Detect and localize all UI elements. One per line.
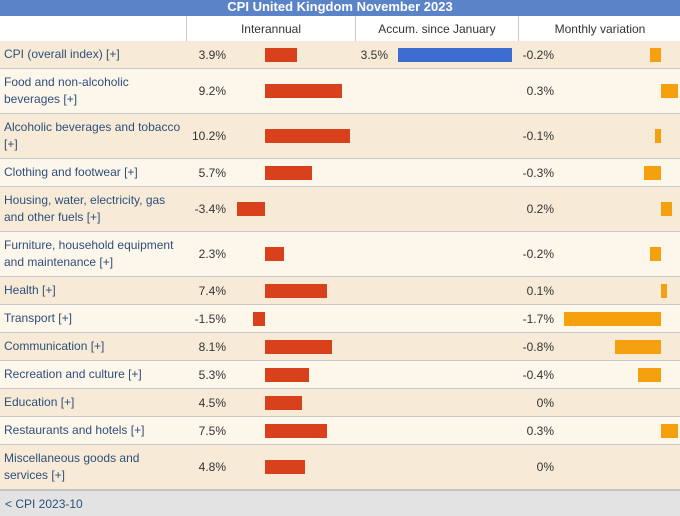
interannual-value: 4.8% — [198, 460, 226, 474]
header-monthly: Monthly variation — [518, 16, 680, 41]
category-link[interactable]: Miscellaneous goods and services [+] — [4, 451, 140, 482]
table-row: Recreation and culture [+] 5.3% -0.4% — [0, 361, 680, 389]
interannual-value: 7.5% — [198, 423, 226, 438]
category-name: Communication [+] — [4, 333, 182, 360]
interannual-bar — [265, 368, 310, 382]
category-link[interactable]: Restaurants and hotels [+] — [4, 423, 145, 437]
interannual-value: 5.3% — [198, 367, 226, 382]
category-name: Education [+] — [4, 389, 182, 416]
category-link[interactable]: Transport [+] — [4, 311, 72, 325]
table-row: Furniture, household equipment and maint… — [0, 232, 680, 277]
monthly-value: 0% — [536, 460, 554, 474]
interannual-bar — [265, 129, 350, 143]
monthly-bar — [615, 340, 661, 354]
interannual-bar — [265, 424, 328, 438]
monthly-bar — [661, 84, 679, 98]
interannual-value: 5.7% — [198, 165, 226, 180]
monthly-value: 0.3% — [526, 84, 554, 98]
monthly-bar — [649, 48, 661, 62]
category-name: Restaurants and hotels [+] — [4, 417, 182, 444]
interannual-bar — [265, 84, 342, 98]
monthly-value: -0.2% — [522, 47, 554, 62]
interannual-bar — [252, 312, 265, 326]
category-name: CPI (overall index) [+] — [4, 41, 182, 68]
interannual-bar — [265, 166, 313, 180]
accum-value: 3.5% — [360, 47, 388, 62]
category-name: Health [+] — [4, 277, 182, 304]
monthly-value: -0.1% — [522, 129, 554, 143]
category-link[interactable]: Food and non-alcoholic beverages [+] — [4, 75, 129, 106]
monthly-bar — [661, 202, 673, 216]
category-name: Transport [+] — [4, 305, 182, 332]
table-row: Education [+] 4.5% 0% — [0, 389, 680, 417]
category-link[interactable]: Housing, water, electricity, gas and oth… — [4, 193, 166, 224]
category-link[interactable]: Communication [+] — [4, 339, 105, 353]
monthly-bar — [638, 368, 661, 382]
table-row: Miscellaneous goods and services [+] 4.8%… — [0, 445, 680, 490]
category-name: Housing, water, electricity, gas and oth… — [4, 187, 182, 231]
interannual-value: 3.9% — [198, 47, 226, 62]
table-row: Food and non-alcoholic beverages [+] 9.2%… — [0, 69, 680, 114]
monthly-value: 0.2% — [526, 202, 554, 216]
monthly-bar — [649, 247, 661, 261]
interannual-bar — [265, 247, 285, 261]
monthly-value: 0% — [536, 395, 554, 410]
monthly-value: -0.8% — [522, 339, 554, 354]
monthly-bar — [564, 312, 661, 326]
footer-bar: < CPI 2023-10 — [0, 490, 680, 516]
category-name: Miscellaneous goods and services [+] — [4, 445, 182, 489]
table-row: Restaurants and hotels [+] 7.5% 0.3% — [0, 417, 680, 445]
monthly-value: -0.2% — [522, 247, 554, 261]
interannual-value: -1.5% — [194, 311, 226, 326]
interannual-value: -3.4% — [194, 202, 226, 216]
header-interannual: Interannual — [186, 16, 355, 41]
table-row: Alcoholic beverages and tobacco [+] 10.2%… — [0, 114, 680, 159]
prev-month-link[interactable]: < CPI 2023-10 — [5, 497, 83, 511]
category-link[interactable]: Furniture, household equipment and maint… — [4, 238, 174, 269]
header-accum: Accum. since January — [355, 16, 518, 41]
monthly-bar — [661, 284, 667, 298]
table-row: Housing, water, electricity, gas and oth… — [0, 187, 680, 232]
interannual-bar — [265, 48, 298, 62]
interannual-bar — [265, 284, 327, 298]
category-name: Furniture, household equipment and maint… — [4, 232, 182, 276]
table-row: Health [+] 7.4% 0.1% — [0, 277, 680, 305]
monthly-value: 0.1% — [526, 283, 554, 298]
table-row: Clothing and footwear [+] 5.7% -0.3% — [0, 159, 680, 187]
table-row: Communication [+] 8.1% -0.8% — [0, 333, 680, 361]
category-name: Clothing and footwear [+] — [4, 159, 182, 186]
category-name: Food and non-alcoholic beverages [+] — [4, 69, 182, 113]
monthly-value: -1.7% — [522, 311, 554, 326]
interannual-value: 2.3% — [198, 247, 226, 261]
monthly-bar — [655, 129, 661, 143]
category-name: Alcoholic beverages and tobacco [+] — [4, 114, 182, 158]
monthly-value: -0.4% — [522, 367, 554, 382]
monthly-bar — [661, 424, 679, 438]
category-link[interactable]: Alcoholic beverages and tobacco [+] — [4, 120, 181, 151]
interannual-bar — [265, 396, 303, 410]
category-link[interactable]: Education [+] — [4, 395, 75, 409]
monthly-value: -0.3% — [522, 165, 554, 180]
interannual-value: 10.2% — [191, 129, 226, 143]
interannual-bar — [265, 460, 305, 474]
table-row: Transport [+] -1.5% -1.7% — [0, 305, 680, 333]
interannual-bar — [236, 202, 265, 216]
interannual-value: 4.5% — [198, 395, 226, 410]
monthly-bar — [643, 166, 661, 180]
interannual-bar — [265, 340, 333, 354]
category-link[interactable]: Health [+] — [4, 283, 56, 297]
accum-bar — [398, 48, 513, 62]
category-link[interactable]: Clothing and footwear [+] — [4, 165, 138, 179]
interannual-value: 7.4% — [198, 283, 226, 298]
table-row: CPI (overall index) [+] 3.9% 3.5% -0.2% — [0, 41, 680, 69]
interannual-value: 8.1% — [198, 339, 226, 354]
category-link[interactable]: CPI (overall index) [+] — [4, 47, 120, 61]
monthly-value: 0.3% — [526, 423, 554, 438]
category-link[interactable]: Recreation and culture [+] — [4, 367, 142, 381]
category-name: Recreation and culture [+] — [4, 361, 182, 388]
page-title: CPI United Kingdom November 2023 — [0, 0, 680, 16]
interannual-value: 9.2% — [198, 84, 226, 98]
